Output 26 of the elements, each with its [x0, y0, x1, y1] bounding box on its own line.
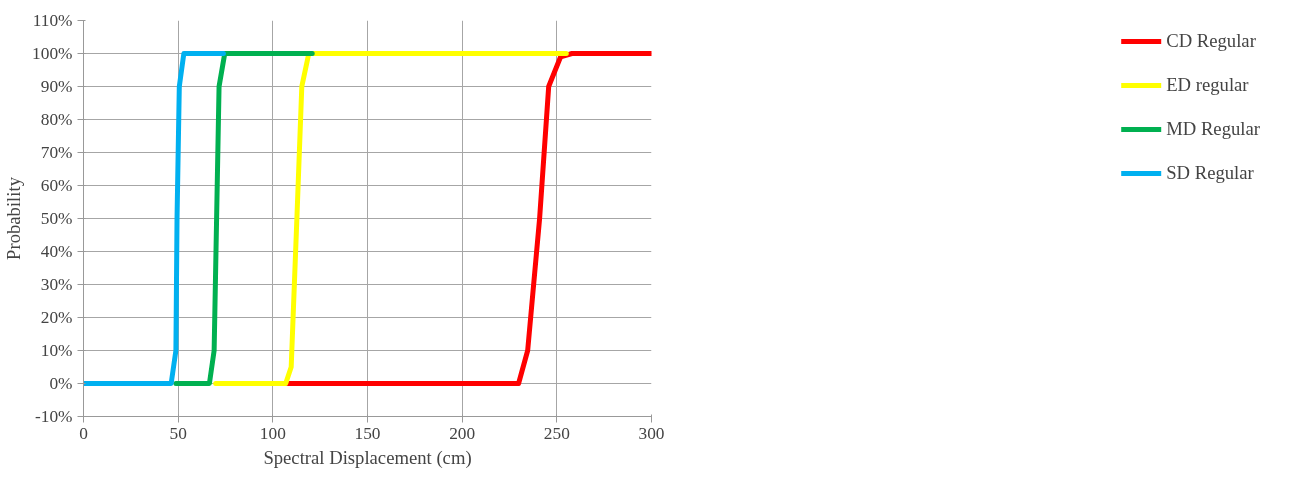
y-tick-label: 110% — [32, 11, 73, 30]
x-tick-label: 150 — [354, 423, 381, 443]
legend-label: MD Regular — [1166, 118, 1260, 140]
x-tick-label: 300 — [638, 423, 665, 443]
x-tick-label: 200 — [449, 423, 476, 443]
y-tick-label: 60% — [40, 176, 73, 195]
x-tick-label: 250 — [543, 423, 570, 443]
legend-label: ED regular — [1166, 74, 1249, 96]
y-tick-label: 40% — [40, 242, 73, 261]
y-tick-label: -10% — [34, 407, 73, 426]
y-axis-title: Probability — [3, 176, 25, 260]
y-tick-label: 80% — [40, 110, 73, 129]
x-tick-label: 50 — [169, 423, 187, 443]
y-tick-label: 0% — [49, 374, 73, 393]
y-tick-label: 30% — [40, 275, 73, 294]
y-tick-label: 10% — [40, 341, 73, 360]
legend-label: CD Regular — [1166, 30, 1256, 52]
x-tick-label: 100 — [259, 423, 286, 443]
y-tick-label: 100% — [32, 44, 73, 63]
x-tick-label: 0 — [79, 423, 88, 443]
y-tick-label: 90% — [40, 77, 73, 96]
x-axis-title: Spectral Displacement (cm) — [263, 446, 472, 469]
y-tick-label: 70% — [40, 143, 73, 162]
y-tick-label: 20% — [40, 308, 73, 327]
y-tick-label: 50% — [40, 209, 73, 228]
legend-label: SD Regular — [1166, 162, 1254, 184]
